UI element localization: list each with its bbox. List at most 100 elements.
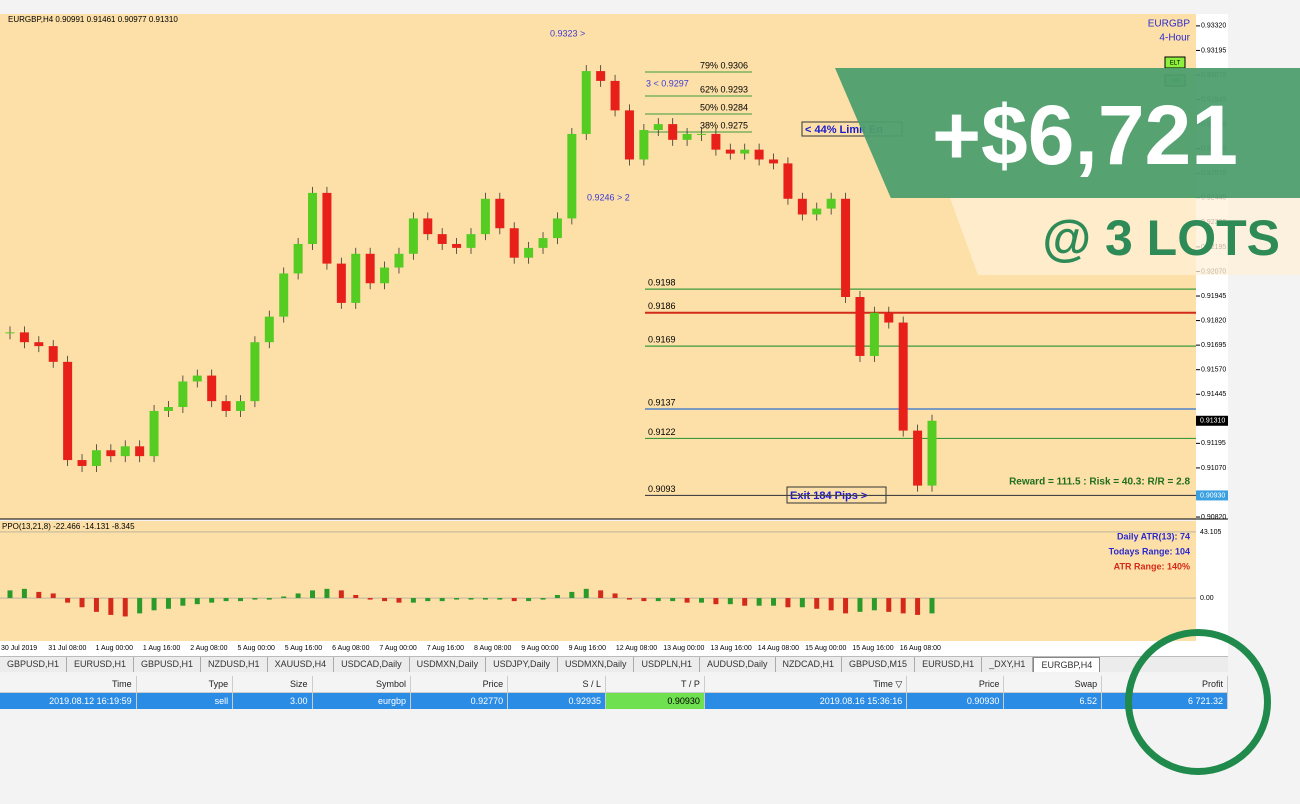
- tab[interactable]: USDPLN,H1: [634, 657, 700, 672]
- column-header[interactable]: Price: [906, 676, 1005, 693]
- tab[interactable]: NZDUSD,H1: [201, 657, 268, 672]
- x-tick-label: 16 Aug 08:00: [900, 645, 941, 652]
- histogram-bar: [108, 598, 114, 615]
- candle: [740, 149, 750, 154]
- price-marker-label: 0.91310: [1200, 418, 1225, 425]
- candle: [250, 342, 260, 402]
- candle: [596, 71, 606, 81]
- table-row[interactable]: 2019.08.12 16:19:59 sell 3.00 eurgbp 0.92770…: [0, 692, 1228, 709]
- candle: [639, 130, 649, 160]
- candle: [754, 149, 764, 160]
- candle: [308, 192, 318, 244]
- chart-header: EURGBP,H4 0.90991 0.91461 0.90977 0.9131…: [8, 15, 178, 24]
- candle: [63, 361, 73, 461]
- tab[interactable]: _DXY,H1: [982, 657, 1034, 672]
- x-tick-label: 5 Aug 16:00: [285, 645, 322, 652]
- candle: [34, 342, 44, 347]
- candle: [207, 375, 217, 402]
- tab[interactable]: USDCAD,Daily: [334, 657, 410, 672]
- tab[interactable]: GBPUSD,H1: [134, 657, 202, 672]
- tab[interactable]: USDMXN,Daily: [410, 657, 487, 672]
- candle: [466, 234, 476, 248]
- candle: [841, 198, 851, 298]
- column-header[interactable]: Type: [136, 676, 234, 693]
- histogram-bar: [713, 598, 719, 605]
- cell[interactable]: eurgbp: [312, 692, 412, 709]
- column-header[interactable]: Symbol: [312, 676, 412, 693]
- candle: [610, 80, 620, 111]
- tab[interactable]: EURGBP,H4: [1033, 657, 1101, 672]
- histogram-bar: [785, 598, 791, 608]
- candle: [797, 198, 807, 215]
- tab[interactable]: EURUSD,H1: [915, 657, 983, 672]
- histogram-bar: [569, 591, 575, 599]
- column-header[interactable]: S / L: [507, 676, 607, 693]
- cell[interactable]: 0.92770: [410, 692, 509, 709]
- candle: [192, 375, 202, 382]
- histogram-bar: [353, 594, 359, 599]
- x-tick-label: 1 Aug 16:00: [143, 645, 180, 652]
- column-header[interactable]: Size: [232, 676, 313, 693]
- candle: [408, 218, 418, 254]
- candle: [120, 446, 130, 457]
- histogram-bar: [266, 598, 272, 600]
- histogram-bar: [180, 598, 186, 606]
- candle: [380, 267, 390, 284]
- x-tick-label: 15 Aug 00:00: [805, 645, 846, 652]
- tab[interactable]: GBPUSD,M15: [842, 657, 916, 672]
- cell[interactable]: 0.90930: [906, 692, 1005, 709]
- histogram-bar: [165, 598, 171, 609]
- price-marker: [1196, 415, 1228, 426]
- histogram-bar: [310, 590, 316, 599]
- cell[interactable]: 6.52: [1003, 692, 1103, 709]
- histogram-bar: [382, 598, 388, 602]
- candle: [855, 297, 865, 356]
- column-header[interactable]: T / P: [605, 676, 705, 693]
- cell[interactable]: 2019.08.16 15:36:16: [704, 692, 908, 709]
- x-tick-label: 5 Aug 00:00: [238, 645, 275, 652]
- histogram-bar: [511, 598, 517, 602]
- cell[interactable]: 0.92935: [507, 692, 607, 709]
- column-header[interactable]: Time ▽: [704, 676, 908, 693]
- histogram-bar: [151, 598, 157, 611]
- histogram-bar: [238, 598, 243, 602]
- level-label: 0.9122: [648, 427, 676, 437]
- x-tick-label: 12 Aug 08:00: [616, 645, 657, 652]
- candle: [236, 401, 245, 411]
- candle: [322, 192, 332, 264]
- candle: [581, 71, 591, 134]
- column-header[interactable]: Price: [410, 676, 509, 693]
- candle: [913, 430, 923, 486]
- x-tick-label: 30 Jul 2019: [1, 645, 37, 652]
- column-header[interactable]: Swap: [1003, 676, 1103, 693]
- y-tick-label: 0.91695: [1201, 342, 1226, 349]
- tab[interactable]: USDJPY,Daily: [486, 657, 558, 672]
- cell[interactable]: 2019.08.12 16:19:59: [0, 692, 137, 709]
- histogram-bar: [497, 598, 503, 600]
- tab[interactable]: EURUSD,H1: [67, 657, 135, 672]
- lots-box: [950, 198, 1300, 275]
- cell[interactable]: 0.90930: [605, 692, 705, 709]
- cell[interactable]: 3.00: [232, 692, 313, 709]
- tab[interactable]: XAUUSD,H4: [268, 657, 335, 672]
- candle: [624, 110, 634, 160]
- cell[interactable]: sell: [136, 692, 234, 709]
- tab[interactable]: USDMXN,Daily: [558, 657, 635, 672]
- candle: [884, 312, 894, 323]
- button-label[interactable]: ELT: [1170, 61, 1181, 67]
- annotation: 0.9323 >: [550, 28, 585, 38]
- histogram-bar: [799, 598, 805, 608]
- histogram-bar: [828, 598, 834, 611]
- histogram-bar: [583, 588, 589, 599]
- oscillator-panel: [0, 521, 1196, 641]
- info: Daily ATR(13): 74: [1117, 531, 1190, 541]
- histogram-bar: [410, 598, 416, 603]
- candle: [869, 312, 879, 356]
- tab[interactable]: AUDUSD,Daily: [700, 657, 776, 672]
- histogram-bar: [137, 598, 143, 614]
- column-header[interactable]: Time: [0, 676, 137, 693]
- candle: [149, 410, 159, 457]
- candle: [135, 446, 145, 457]
- tab[interactable]: NZDCAD,H1: [776, 657, 843, 672]
- tab[interactable]: GBPUSD,H1: [0, 657, 68, 672]
